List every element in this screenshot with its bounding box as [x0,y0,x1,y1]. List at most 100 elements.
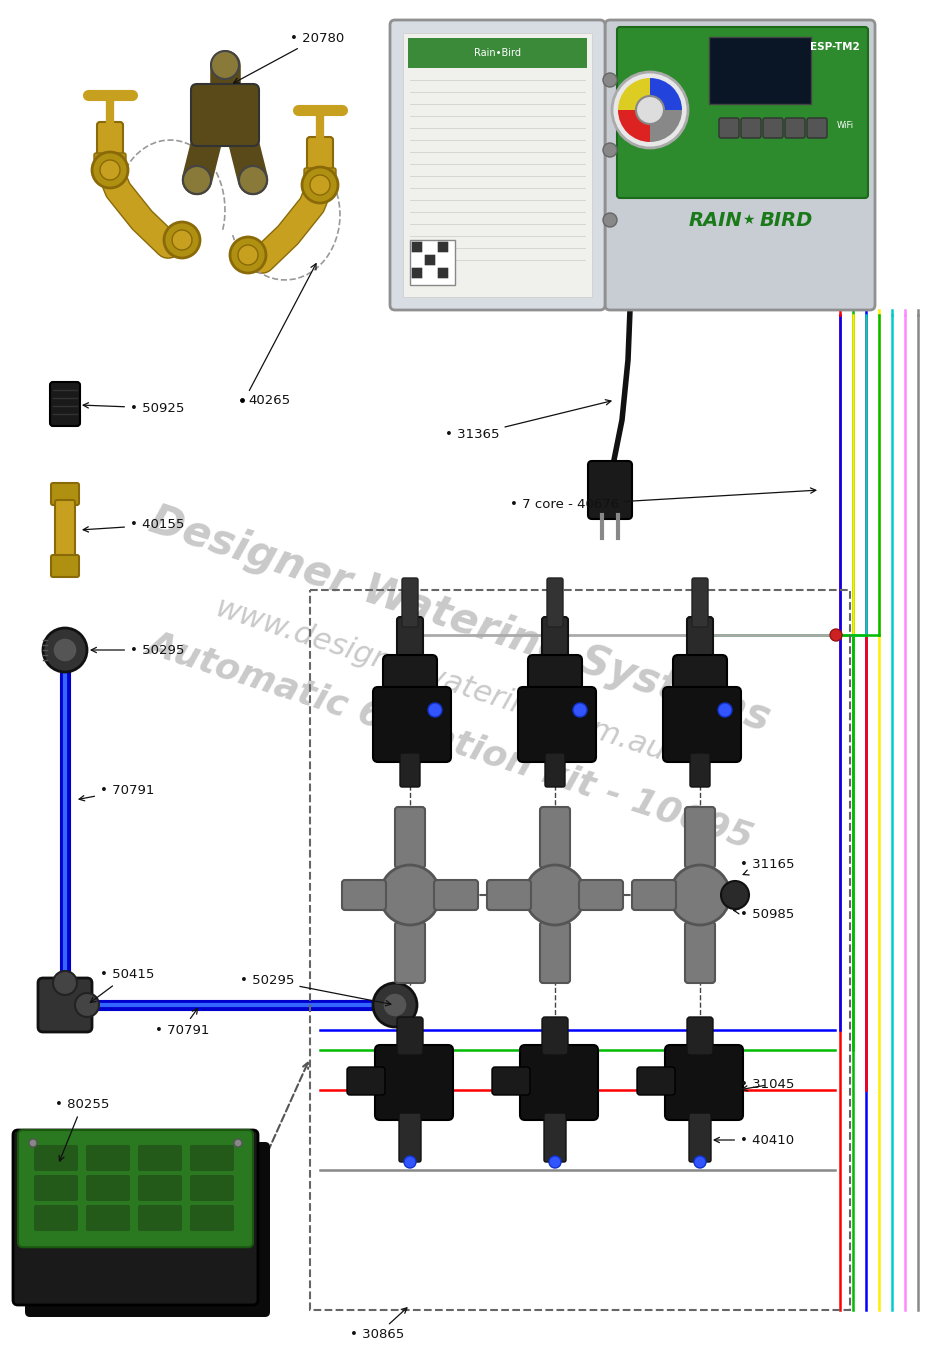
FancyBboxPatch shape [685,808,715,869]
FancyBboxPatch shape [86,1205,130,1230]
Circle shape [636,96,664,125]
FancyBboxPatch shape [763,118,783,138]
Text: • 40155: • 40155 [83,519,184,533]
FancyBboxPatch shape [304,168,336,187]
FancyBboxPatch shape [399,1112,421,1163]
FancyBboxPatch shape [687,617,713,663]
Text: Designer Watering Systems: Designer Watering Systems [144,500,776,740]
Text: • 50415: • 50415 [90,969,154,1003]
Text: • 31365: • 31365 [445,400,611,442]
Circle shape [603,213,617,228]
FancyBboxPatch shape [50,382,80,425]
FancyBboxPatch shape [412,268,422,278]
FancyBboxPatch shape [307,137,333,178]
Text: • 31045: • 31045 [740,1079,794,1092]
FancyBboxPatch shape [25,1142,270,1317]
FancyBboxPatch shape [528,654,582,710]
FancyBboxPatch shape [520,1045,598,1121]
Circle shape [92,152,128,188]
Circle shape [603,144,617,157]
FancyBboxPatch shape [55,500,75,560]
Circle shape [428,703,442,717]
FancyBboxPatch shape [397,617,423,663]
Circle shape [612,72,688,148]
Circle shape [29,1140,37,1146]
FancyBboxPatch shape [709,37,811,104]
Polygon shape [380,695,445,755]
Bar [310,589,850,1310]
Circle shape [53,972,77,995]
FancyBboxPatch shape [425,255,435,266]
FancyBboxPatch shape [410,240,455,285]
Text: ★: ★ [742,213,754,228]
FancyBboxPatch shape [542,1018,568,1056]
FancyBboxPatch shape [375,1045,453,1121]
FancyBboxPatch shape [588,461,632,519]
FancyBboxPatch shape [86,1145,130,1171]
Text: • 50985: • 50985 [734,908,794,921]
FancyBboxPatch shape [412,241,422,252]
Text: • 50295: • 50295 [240,973,391,1005]
Text: • 20780: • 20780 [233,31,344,83]
Wedge shape [618,79,650,110]
Text: • 70791: • 70791 [155,1008,209,1037]
Wedge shape [650,79,682,110]
Text: Rain•Bird: Rain•Bird [473,47,521,58]
Circle shape [230,237,266,272]
FancyBboxPatch shape [34,1175,78,1201]
FancyBboxPatch shape [191,84,259,146]
Circle shape [670,864,730,925]
FancyBboxPatch shape [579,879,623,911]
Circle shape [100,160,120,180]
Polygon shape [670,695,735,755]
Circle shape [573,703,587,717]
Text: • 40410: • 40410 [714,1134,794,1146]
FancyBboxPatch shape [540,921,570,982]
FancyBboxPatch shape [665,1045,743,1121]
FancyBboxPatch shape [38,978,92,1033]
FancyBboxPatch shape [34,1145,78,1171]
FancyBboxPatch shape [13,1130,258,1305]
FancyBboxPatch shape [689,1112,711,1163]
FancyBboxPatch shape [383,654,437,710]
Circle shape [549,1156,561,1168]
FancyBboxPatch shape [741,118,761,138]
Circle shape [373,982,417,1027]
Text: • 30865: • 30865 [350,1308,407,1341]
Circle shape [694,1156,706,1168]
Circle shape [234,1140,242,1146]
FancyBboxPatch shape [373,687,451,762]
FancyBboxPatch shape [190,1145,234,1171]
Text: • 70791: • 70791 [79,783,154,801]
FancyBboxPatch shape [395,808,425,869]
Circle shape [238,245,258,266]
FancyBboxPatch shape [518,687,596,762]
FancyBboxPatch shape [487,879,531,911]
Text: • 50925: • 50925 [83,401,184,415]
Circle shape [380,864,440,925]
Circle shape [830,629,842,641]
FancyBboxPatch shape [51,482,79,505]
FancyBboxPatch shape [390,20,605,310]
Circle shape [183,167,211,194]
FancyBboxPatch shape [342,879,386,911]
FancyBboxPatch shape [687,1018,713,1056]
Wedge shape [650,110,682,142]
FancyBboxPatch shape [547,579,563,627]
FancyBboxPatch shape [434,879,478,911]
Circle shape [383,993,407,1018]
Text: ESP-TM2: ESP-TM2 [810,42,860,51]
FancyBboxPatch shape [807,118,827,138]
FancyBboxPatch shape [545,753,565,787]
FancyBboxPatch shape [400,753,420,787]
FancyBboxPatch shape [632,879,676,911]
FancyBboxPatch shape [542,617,568,663]
Wedge shape [618,110,650,142]
Circle shape [695,630,705,640]
Text: • 80255: • 80255 [55,1099,110,1161]
Circle shape [75,993,99,1018]
FancyBboxPatch shape [402,579,418,627]
FancyBboxPatch shape [673,654,727,710]
FancyBboxPatch shape [438,241,448,252]
Circle shape [718,703,732,717]
